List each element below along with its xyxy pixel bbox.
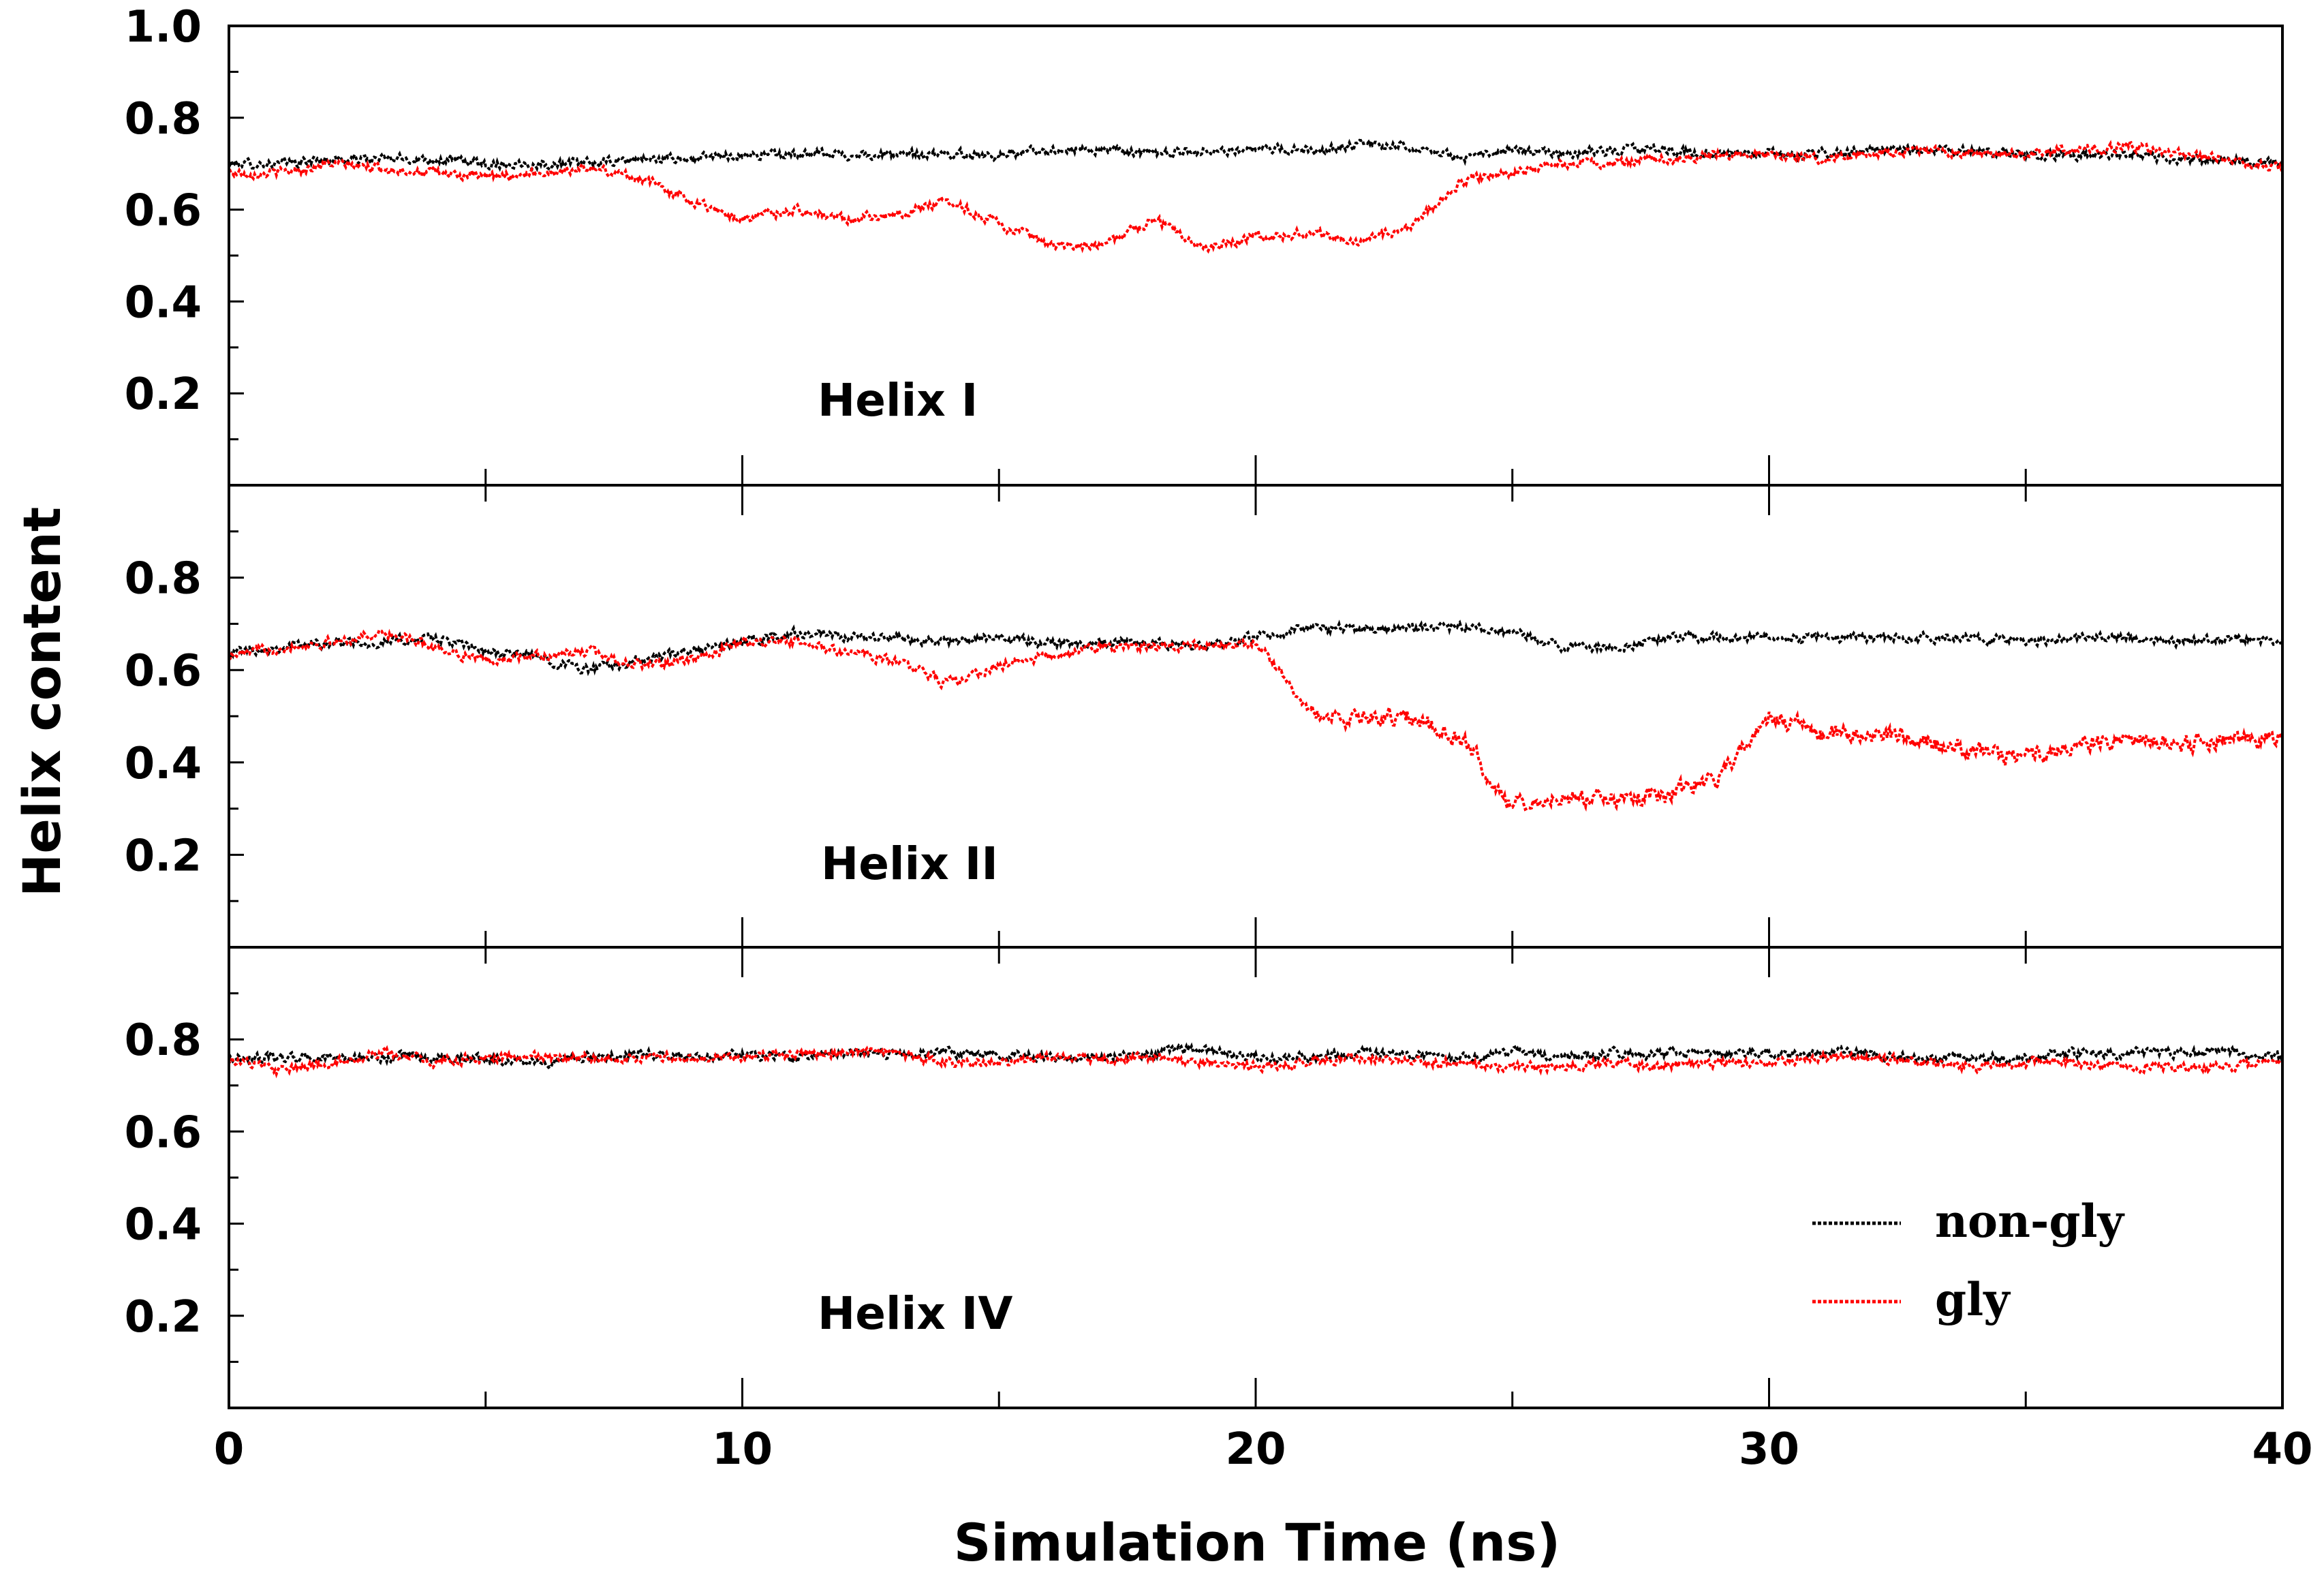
series-line-gly (228, 1045, 2284, 1079)
axes-layer: Simulation Time (ns) Helix content 0 10 20… (12, 507, 2313, 1573)
y-tick-label: 0.2 (125, 1292, 202, 1342)
y-tick-label: 0.4 (125, 277, 202, 328)
y-tick-label: 0.2 (125, 369, 202, 420)
panel-3: 0.2 0.4 0.6 0.8 Helix IV (125, 946, 2284, 1409)
panel-frame (228, 484, 2284, 949)
legend-label-gly: gly (1935, 1273, 2011, 1326)
y-tick-label: 0.8 (125, 94, 202, 144)
panel-frame (228, 946, 2284, 1409)
x-tick-label: 20 (1225, 1424, 1286, 1475)
y-tick-label: 0.4 (125, 739, 202, 789)
series-line-gly (228, 139, 2284, 254)
panel-label: Helix II (821, 838, 998, 890)
y-tick-label: 0.6 (125, 186, 202, 236)
panels-layer: 0.2 0.4 0.6 0.8 1.0 Helix I 0.2 0.4 0.6 0.8 Helix … (125, 2, 2284, 1409)
panel-2: 0.2 0.4 0.6 0.8 Helix II (125, 484, 2284, 949)
legend: non-gly gly (1812, 1195, 2125, 1326)
panel-frame (228, 25, 2284, 487)
y-tick-label: 1.0 (125, 2, 202, 52)
panel-label: Helix I (818, 374, 978, 427)
y-tick-label: 0.4 (125, 1200, 202, 1250)
y-tick-label: 0.2 (125, 831, 202, 881)
y-tick-label: 0.6 (125, 646, 202, 696)
x-tick-label: 30 (1739, 1424, 1799, 1475)
x-tick-label: 10 (712, 1424, 773, 1475)
y-axis-title: Helix content (12, 507, 72, 897)
panel-label: Helix IV (818, 1287, 1012, 1340)
panel-1: 0.2 0.4 0.6 0.8 1.0 Helix I (125, 2, 2284, 487)
y-tick-label: 0.8 (125, 1015, 202, 1066)
legend-label-non-gly: non-gly (1935, 1195, 2125, 1248)
x-tick-label: 40 (2252, 1424, 2312, 1475)
series-line-gly (228, 628, 2284, 812)
series-line-non-gly (228, 619, 2284, 677)
y-tick-label: 0.6 (125, 1107, 202, 1158)
x-axis-title: Simulation Time (ns) (954, 1512, 1560, 1573)
y-tick-label: 0.8 (125, 554, 202, 604)
series-line-non-gly (228, 136, 2284, 172)
x-tick-label: 0 (214, 1424, 245, 1475)
